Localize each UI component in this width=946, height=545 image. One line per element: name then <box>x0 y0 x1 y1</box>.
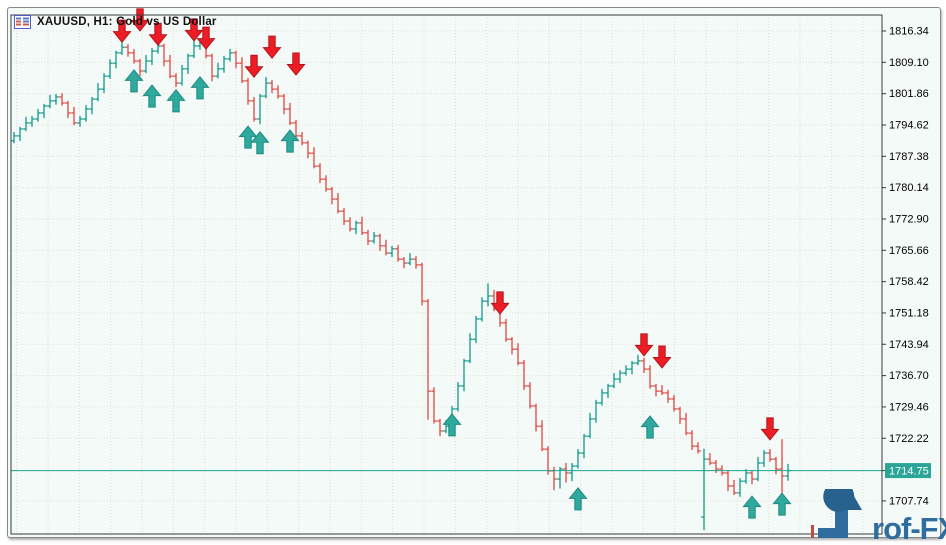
buy-signal-arrow <box>190 76 210 100</box>
sell-signal-arrow <box>112 19 132 43</box>
price-axis-label: 1787.38 <box>889 151 929 163</box>
sell-signal-arrow <box>634 333 654 357</box>
price-axis-label: 1758.42 <box>889 276 929 288</box>
price-axis-label: 1794.62 <box>889 119 929 131</box>
sell-signal-arrow <box>130 8 150 32</box>
price-axis-label: 1801.86 <box>889 88 929 100</box>
sell-signal-arrow <box>196 26 216 50</box>
sell-signal-arrow <box>148 22 168 46</box>
buy-signal-arrow <box>772 492 792 516</box>
price-axis-label: 1751.18 <box>889 307 929 319</box>
buy-signal-arrow <box>166 89 186 113</box>
sell-signal-arrow <box>244 54 264 79</box>
sell-signal-arrow <box>760 417 780 441</box>
chart-plot-area[interactable]: 1816.34 1809.10 1801.86 1794.62 1787.38 1780.… <box>8 8 940 537</box>
chart-window: 1816.34 1809.10 1801.86 1794.62 1787.38 1780.… <box>7 7 941 538</box>
buy-signal-arrow <box>250 131 270 155</box>
plot-border <box>10 14 883 535</box>
sell-signal-arrow <box>286 52 306 76</box>
price-axis-label: 1772.90 <box>889 213 929 225</box>
buy-signal-arrow <box>742 495 762 519</box>
buy-signal-arrow <box>568 487 588 511</box>
chart-title-text: XAUUSD, H1: Gold vs US Dollar <box>37 16 217 28</box>
chart-title: XAUUSD, H1: Gold vs US Dollar <box>14 15 217 29</box>
current-price-box <box>885 463 931 479</box>
price-axis-label: 1736.70 <box>889 370 929 382</box>
price-axis-label: 1707.74 <box>889 495 929 507</box>
buy-signal-arrow <box>280 129 300 153</box>
buy-signal-arrow <box>238 125 258 149</box>
price-axis-label: 1729.46 <box>889 401 929 413</box>
sell-signal-arrow <box>490 291 510 315</box>
current-price-label: 1714.75 <box>889 466 929 478</box>
price-axis-label: 1722.22 <box>889 433 929 445</box>
sell-signal-arrow <box>184 18 204 42</box>
price-axis-label: 1809.10 <box>889 57 929 69</box>
price-axis-label: 1743.94 <box>889 339 929 351</box>
sell-signal-arrow <box>652 345 672 369</box>
price-axis-label: 1780.14 <box>889 182 929 194</box>
buy-signal-arrow <box>442 413 462 437</box>
chart-window-icon <box>14 15 31 29</box>
buy-signal-arrow <box>142 84 162 108</box>
sell-signal-arrow <box>262 35 282 59</box>
buy-signal-arrow <box>124 69 144 93</box>
price-axis-label: 1816.34 <box>889 26 929 38</box>
buy-signal-arrow <box>640 415 660 439</box>
price-axis-label: 1765.66 <box>889 245 929 257</box>
